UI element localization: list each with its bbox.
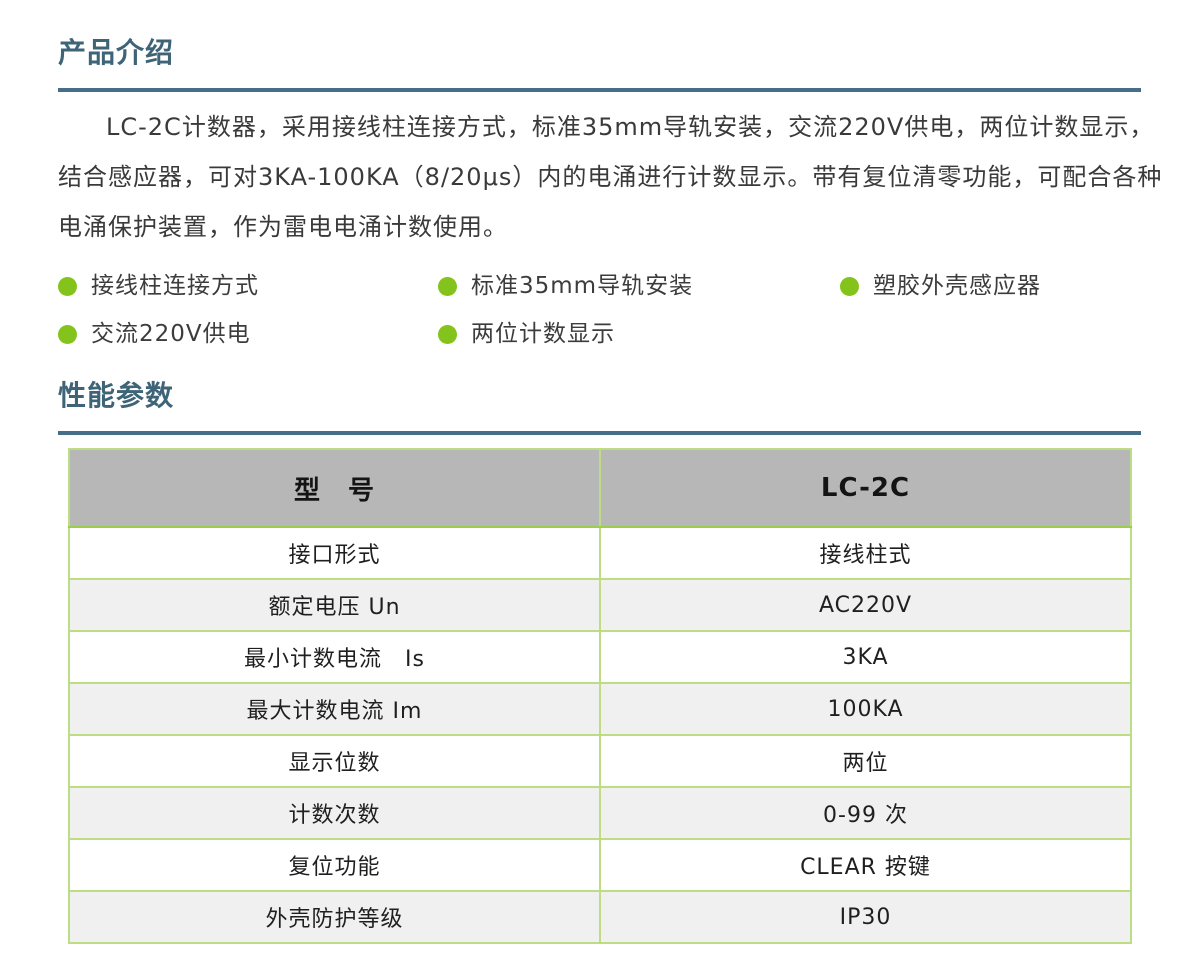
bullet-icon: [438, 325, 457, 344]
table-row: 最大计数电流 Im 100KA: [68, 682, 1132, 736]
table-row: 额定电压 Un AC220V: [68, 578, 1132, 632]
param-name: 外壳防护等级: [68, 890, 601, 944]
feature-label: 交流220V供电: [91, 321, 251, 347]
feature-item-din-rail: 标准35mm导轨安装: [438, 268, 840, 305]
spec-table: 型 号 LC-2C 接口形式 接线柱式 额定电压 Un AC220V 最小计数电…: [68, 448, 1132, 944]
table-row: 外壳防护等级 IP30: [68, 890, 1132, 944]
feature-label: 标准35mm导轨安装: [471, 273, 694, 299]
table-row: 显示位数 两位: [68, 734, 1132, 788]
param-name: 复位功能: [68, 838, 601, 892]
param-value: 接线柱式: [599, 526, 1132, 580]
table-row: 接口形式 接线柱式: [68, 526, 1132, 580]
feature-item-ac220v: 交流220V供电: [58, 316, 438, 353]
feature-item-two-digit-display: 两位计数显示: [438, 316, 840, 353]
description-line-3: 电涌保护装置，作为雷电电涌计数使用。: [58, 213, 508, 241]
spec-table-body: 接口形式 接线柱式 额定电压 Un AC220V 最小计数电流 Is 3KA 最…: [68, 526, 1132, 944]
param-value: 两位: [599, 734, 1132, 788]
param-value: 100KA: [599, 682, 1132, 736]
bullet-icon: [58, 277, 77, 296]
param-name: 最大计数电流 Im: [68, 682, 601, 736]
feature-label: 塑胶外壳感应器: [873, 273, 1041, 299]
param-name: 接口形式: [68, 526, 601, 580]
feature-label: 接线柱连接方式: [91, 273, 259, 299]
table-row: 计数次数 0-99 次: [68, 786, 1132, 840]
param-value: IP30: [599, 890, 1132, 944]
param-name: 额定电压 Un: [68, 578, 601, 632]
feature-item-plastic-sensor: 塑胶外壳感应器: [840, 268, 1141, 305]
section-divider-performance: [58, 431, 1141, 435]
description-line-2: 结合感应器，可对3KA-100KA（8/20μs）内的电涌进行计数显示。带有复位…: [58, 163, 1163, 191]
section-title-performance: 性能参数: [58, 379, 175, 412]
param-name: 最小计数电流 Is: [68, 630, 601, 684]
param-value: CLEAR 按键: [599, 838, 1132, 892]
product-description: LC-2C计数器，采用接线柱连接方式，标准35mm导轨安装，交流220V供电，两…: [58, 102, 1163, 252]
feature-list: 接线柱连接方式 标准35mm导轨安装 塑胶外壳感应器 交流220V供电 两位计数…: [58, 268, 1141, 353]
table-row: 复位功能 CLEAR 按键: [68, 838, 1132, 892]
table-header-row: 型 号 LC-2C: [68, 448, 1132, 528]
bullet-icon: [840, 277, 859, 296]
section-title-product-intro: 产品介绍: [58, 36, 175, 69]
spec-table-header: 型 号 LC-2C: [68, 448, 1132, 528]
param-value: 0-99 次: [599, 786, 1132, 840]
section-divider-intro: [58, 88, 1141, 92]
param-value: 3KA: [599, 630, 1132, 684]
header-cell-model-value: LC-2C: [599, 448, 1132, 528]
bullet-icon: [58, 325, 77, 344]
feature-item-terminal-connection: 接线柱连接方式: [58, 268, 438, 305]
param-name: 计数次数: [68, 786, 601, 840]
param-name: 显示位数: [68, 734, 601, 788]
param-value: AC220V: [599, 578, 1132, 632]
page-content: 产品介绍 LC-2C计数器，采用接线柱连接方式，标准35mm导轨安装，交流220…: [58, 36, 1163, 944]
table-row: 最小计数电流 Is 3KA: [68, 630, 1132, 684]
description-line-1: LC-2C计数器，采用接线柱连接方式，标准35mm导轨安装，交流220V供电，两…: [106, 113, 1155, 141]
bullet-icon: [438, 277, 457, 296]
header-cell-model-label: 型 号: [68, 448, 601, 528]
feature-label: 两位计数显示: [471, 321, 615, 347]
